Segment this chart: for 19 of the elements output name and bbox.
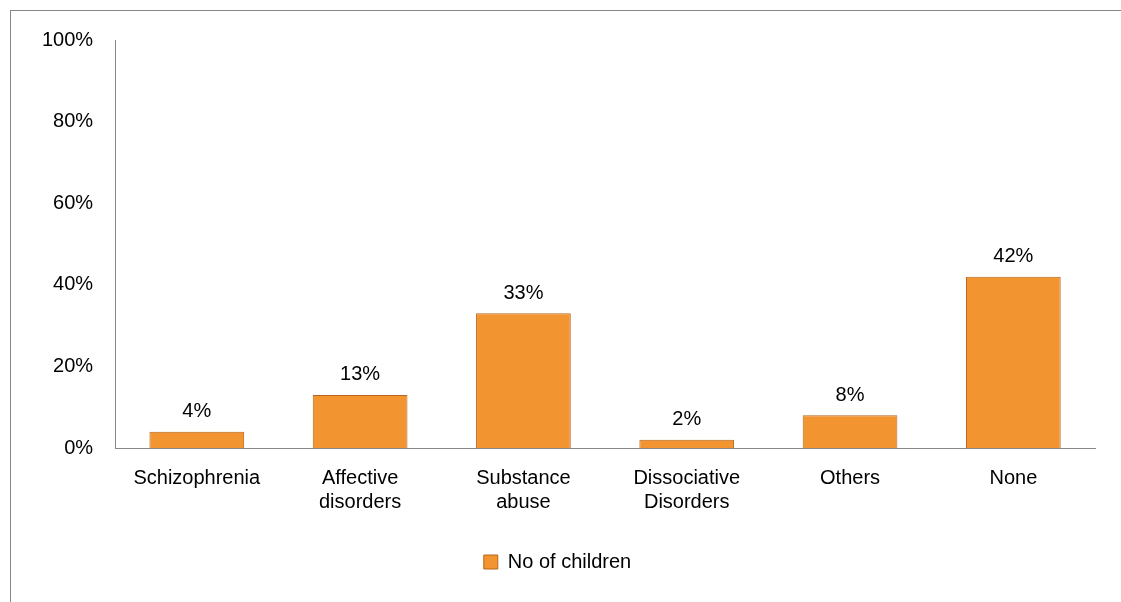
- data-label: 2%: [672, 407, 702, 430]
- data-label: 13%: [340, 362, 381, 385]
- data-label: 33%: [503, 280, 544, 303]
- x-tick-label: Others: [820, 465, 881, 488]
- x-tick-label: Dissociative Disorders: [633, 465, 741, 512]
- data-label: 42%: [993, 244, 1034, 267]
- y-tick-label: 100%: [42, 27, 94, 50]
- y-tick-label: 20%: [53, 353, 94, 376]
- y-tick-label: 40%: [53, 272, 94, 295]
- data-label: 4%: [182, 399, 212, 422]
- x-tick-label: Substance abuse: [476, 465, 571, 512]
- y-tick-label: 80%: [53, 109, 94, 132]
- y-tick-label: 0%: [64, 435, 94, 458]
- data-label: 8%: [835, 382, 865, 405]
- legend-label: No of children: [507, 549, 632, 572]
- x-tick-label: Affective disorders: [318, 465, 402, 512]
- x-tick-label: Schizophrenia: [133, 465, 262, 488]
- x-tick-label: None: [989, 465, 1038, 488]
- y-tick-label: 60%: [53, 190, 94, 213]
